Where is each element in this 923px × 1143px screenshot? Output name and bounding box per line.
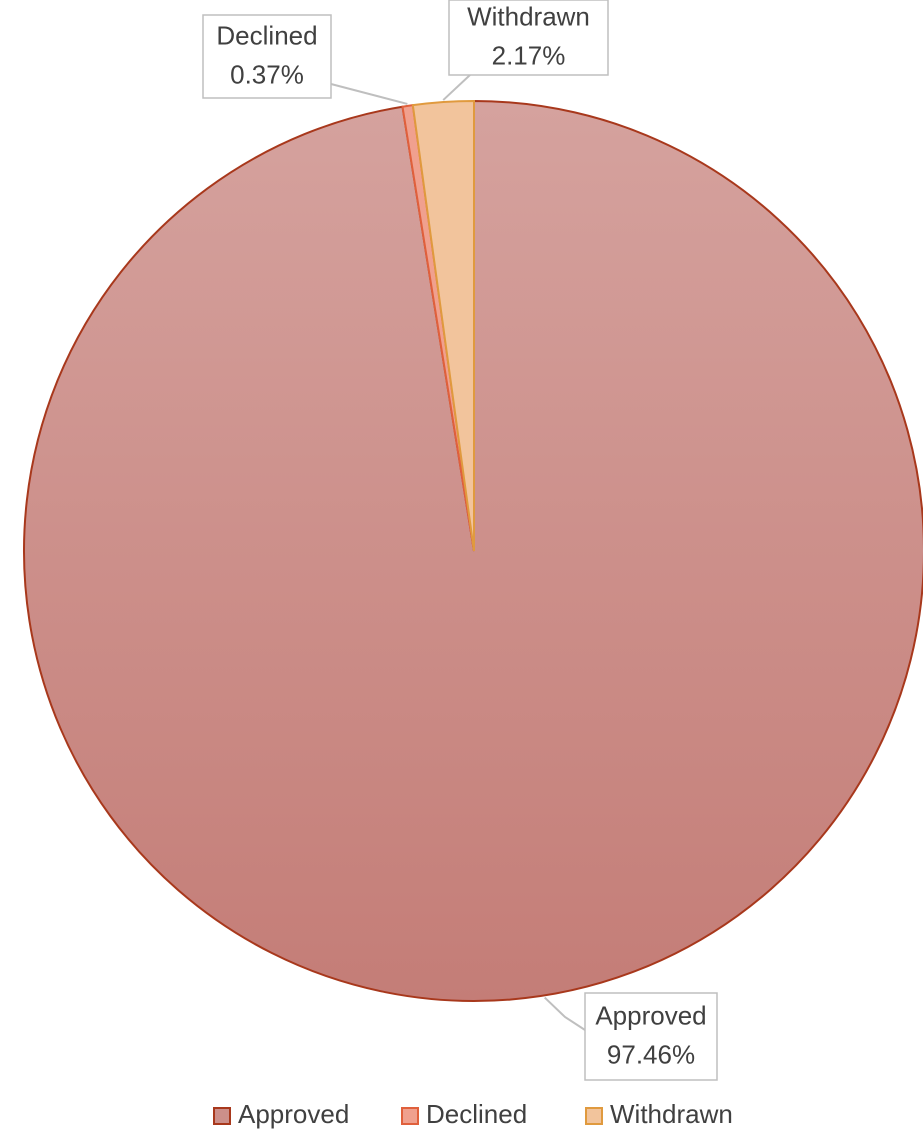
data-label-value: 2.17% (492, 40, 566, 70)
legend-swatch (213, 1107, 231, 1125)
leader-line (544, 996, 586, 1031)
data-label-name: Declined (216, 20, 317, 50)
data-label-name: Approved (595, 1000, 706, 1030)
pie-slice (411, 99, 475, 552)
legend-label: Declined (426, 1099, 527, 1129)
legend-label: Approved (238, 1099, 349, 1129)
legend-label: Withdrawn (610, 1099, 733, 1129)
data-label-value: 97.46% (607, 1039, 695, 1069)
legend-swatch (585, 1107, 603, 1125)
data-label-name: Withdrawn (467, 1, 590, 31)
data-label-box (584, 992, 718, 1081)
legend-swatch (401, 1107, 419, 1125)
leader-line (442, 74, 471, 101)
leader-line (330, 83, 408, 105)
data-label-box (448, 0, 609, 76)
data-label-box (202, 14, 332, 99)
data-label-value: 0.37% (230, 59, 304, 89)
